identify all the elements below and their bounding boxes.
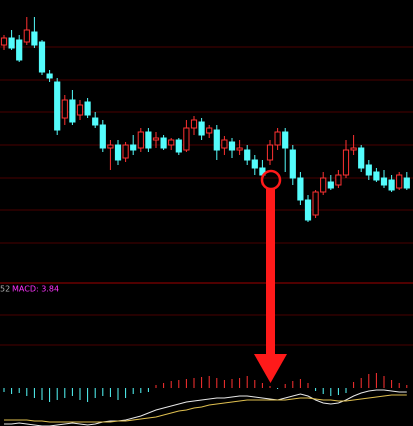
candle-body (54, 81, 61, 131)
candle-body (145, 131, 152, 149)
candle-body (61, 99, 68, 119)
candle-body (183, 127, 190, 151)
candle-body (244, 149, 251, 161)
candle-body (335, 174, 342, 186)
candle-body (99, 124, 106, 149)
candle-body (251, 159, 258, 169)
candle-body (38, 41, 46, 73)
macd-line (4, 394, 407, 423)
candle-body (221, 139, 228, 149)
candle-body (114, 144, 122, 161)
candle-body (342, 149, 350, 176)
candle-body (168, 139, 175, 146)
candle-body (320, 177, 327, 193)
candle-body (8, 37, 15, 49)
candle-body (213, 129, 220, 151)
candle-body (388, 179, 395, 191)
arrow-shaft (266, 189, 275, 357)
candle-body (358, 147, 365, 169)
candle-body (69, 99, 76, 123)
candle-body (403, 177, 410, 189)
candle-body (304, 199, 312, 221)
candle-body (312, 191, 319, 216)
candle-body (152, 137, 160, 141)
candle-body (137, 131, 144, 149)
candle-body (274, 131, 281, 146)
macd-panel (3, 373, 408, 426)
candle-body (84, 101, 91, 116)
candle-body (396, 174, 403, 189)
candle-body (122, 144, 129, 159)
candle-body (198, 121, 205, 136)
indicator-label: 52 (0, 285, 10, 294)
candle-body (350, 147, 357, 151)
candle-body (373, 171, 380, 181)
arrow-head (254, 354, 287, 383)
candle-body (365, 164, 372, 176)
candle-body (107, 144, 114, 149)
candle-body (0, 37, 8, 46)
macd-label: MACD: 3.84 (12, 285, 59, 294)
candle-body (236, 147, 243, 151)
candle-body (76, 104, 84, 116)
candle-body (31, 31, 38, 46)
candle-body (16, 39, 23, 61)
candle-body (266, 144, 274, 161)
candle-body (175, 139, 182, 153)
candle-body (228, 141, 236, 151)
candle-body (327, 181, 334, 189)
grid (0, 46, 413, 346)
candle-body (160, 137, 167, 149)
candle-body (297, 177, 304, 201)
highlight-circle (260, 169, 282, 191)
annotation (254, 169, 287, 383)
macd-line (4, 389, 407, 426)
candle-body (282, 131, 289, 149)
candle-body (289, 149, 296, 179)
candle-body (23, 29, 30, 43)
candle-body (380, 177, 388, 186)
candle-body (46, 73, 53, 79)
candle-body (92, 117, 99, 126)
candle-body (130, 144, 137, 151)
candle-body (190, 119, 198, 129)
candle-body (206, 127, 213, 134)
candles (0, 17, 410, 222)
